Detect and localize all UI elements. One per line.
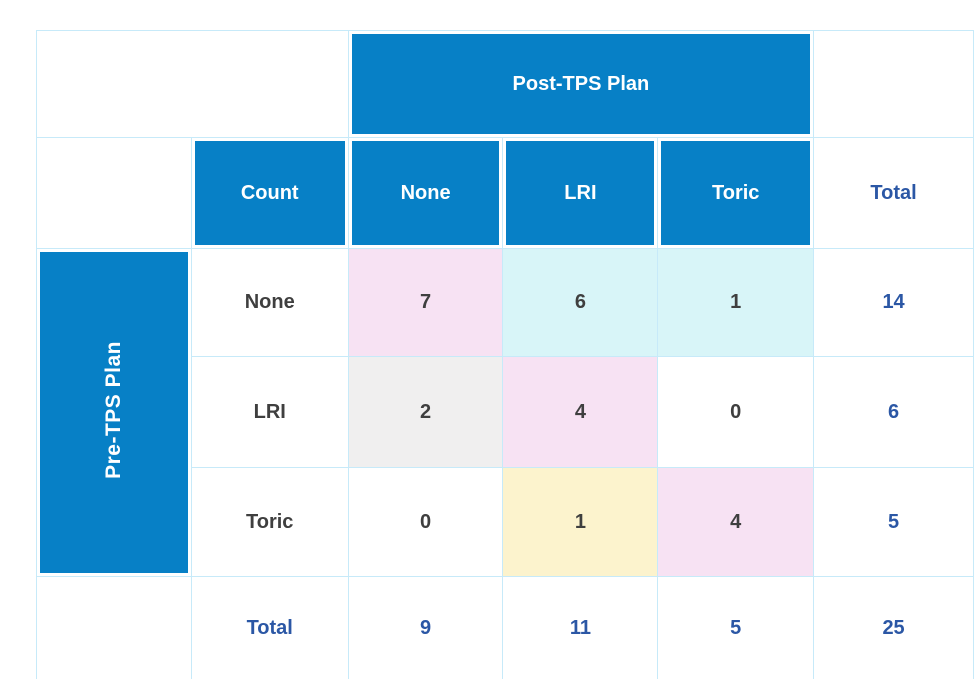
col-header-toric: Toric — [657, 137, 815, 249]
cell-toric-toric: 4 — [657, 467, 815, 577]
column-headers-row: Count None LRI Toric Total — [36, 137, 974, 249]
cell-none-lri: 6 — [502, 248, 659, 357]
total-column-spacer — [813, 30, 974, 138]
left-spacer — [36, 137, 192, 249]
row-label-none: None — [190, 248, 349, 357]
col-header-lri: LRI — [502, 137, 659, 249]
col-header-none: None — [347, 137, 504, 249]
corner-count-label: Count — [190, 137, 349, 249]
cell-lri-lri: 4 — [502, 356, 659, 468]
row-label-toric: Toric — [190, 467, 349, 577]
totals-row: Total 9 11 5 25 — [36, 576, 974, 679]
table-row: Pre-TPS Plan None 7 6 1 14 — [36, 248, 974, 577]
row-total-header: Total — [190, 576, 349, 679]
cell-none-none: 7 — [347, 248, 504, 357]
row-group-header-label: Pre-TPS Plan — [101, 340, 125, 479]
bottom-left-spacer — [36, 576, 192, 679]
col-total-toric: 5 — [657, 576, 815, 679]
cell-lri-none: 2 — [347, 356, 504, 468]
table-row: LRI 2 4 0 6 — [37, 356, 974, 468]
grand-total: 25 — [813, 576, 974, 679]
col-total-lri: 11 — [502, 576, 659, 679]
cell-toric-lri: 1 — [502, 467, 659, 577]
cell-toric-none: 0 — [347, 467, 504, 577]
table-row: Toric 0 1 4 5 — [37, 467, 974, 577]
cell-none-toric: 1 — [657, 248, 815, 357]
row-total-toric: 5 — [813, 467, 974, 577]
col-total-header: Total — [813, 137, 974, 249]
cell-lri-toric: 0 — [657, 356, 815, 468]
col-group-header-post-tps: Post-TPS Plan — [347, 30, 815, 138]
row-group-header-pre-tps: Pre-TPS Plan — [36, 248, 192, 577]
row-total-lri: 6 — [813, 356, 974, 468]
count-matrix-table: Post-TPS Plan Count None LRI Toric Total… — [36, 30, 974, 679]
corner-spacer — [36, 30, 349, 138]
col-total-none: 9 — [347, 576, 504, 679]
row-total-none: 14 — [813, 248, 974, 357]
column-group-header-row: Post-TPS Plan — [36, 30, 974, 138]
row-label-lri: LRI — [190, 356, 349, 468]
